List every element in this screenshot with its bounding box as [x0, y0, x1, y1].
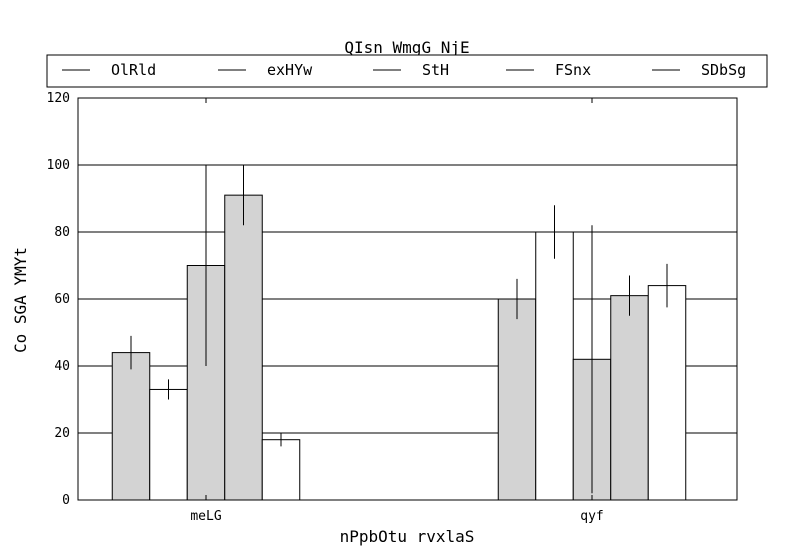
- y-tick-label: 40: [54, 359, 70, 374]
- x-tick-label: qyf: [580, 509, 603, 524]
- bar-FSnx-meLG: [224, 194, 263, 501]
- legend-label-StH: StH: [422, 61, 449, 79]
- chart-title: QIsn WmgG NjE: [344, 38, 469, 57]
- bar-exHYw-meLG: [149, 388, 188, 501]
- legend-label-FSnx: FSnx: [555, 61, 591, 79]
- legend-box: [46, 54, 768, 88]
- y-axis-label: Co SGA YMYt: [11, 247, 30, 353]
- bar-OlRld-meLG: [111, 352, 151, 501]
- bars: [111, 194, 687, 501]
- y-tick-label: 20: [54, 426, 70, 441]
- bar-SDbSg-meLG: [261, 439, 301, 501]
- y-tick-label: 60: [54, 292, 70, 307]
- axis-ticks: 0 20 40 60 80 100 120 meLG qyf: [47, 91, 737, 524]
- legend: OlRld exHYw StH FSnx SDbSg: [46, 54, 768, 88]
- x-tick-label: meLG: [190, 509, 221, 524]
- bar-exHYw-qyf: [535, 231, 574, 501]
- y-tick-label: 0: [62, 493, 70, 508]
- legend-label-exHYw: exHYw: [267, 61, 313, 79]
- bar-SDbSg-qyf: [647, 285, 687, 501]
- legend-label-OlRld: OlRld: [111, 61, 156, 79]
- y-tick-label: 80: [54, 225, 70, 240]
- legend-label-SDbSg: SDbSg: [701, 61, 746, 79]
- bar-OlRld-qyf: [497, 298, 537, 501]
- error-bars: [130, 165, 668, 494]
- y-tick-label: 120: [47, 91, 70, 106]
- y-tick-label: 100: [47, 158, 70, 173]
- bar-FSnx-qyf: [610, 295, 649, 501]
- x-axis-label: nPpbOtu rvxlaS: [340, 527, 475, 546]
